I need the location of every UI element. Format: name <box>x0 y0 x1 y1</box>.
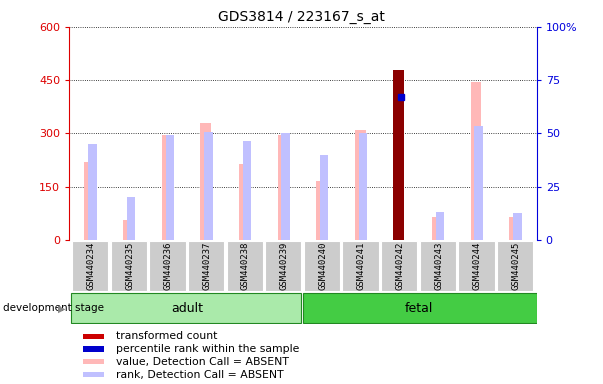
Text: GSM440234: GSM440234 <box>86 242 95 290</box>
Bar <box>83 372 104 377</box>
Bar <box>83 346 104 352</box>
Text: GSM440244: GSM440244 <box>473 242 482 290</box>
Bar <box>420 241 456 291</box>
Bar <box>239 164 250 240</box>
Text: GSM440237: GSM440237 <box>203 242 211 290</box>
Text: GSM440236: GSM440236 <box>164 242 172 290</box>
Bar <box>381 241 417 291</box>
Text: GSM440243: GSM440243 <box>434 242 443 290</box>
Text: fetal: fetal <box>405 302 433 314</box>
Text: GSM440241: GSM440241 <box>357 242 366 290</box>
Text: percentile rank within the sample: percentile rank within the sample <box>116 344 300 354</box>
Bar <box>84 162 95 240</box>
Bar <box>243 141 251 240</box>
Text: adult: adult <box>171 302 203 314</box>
Bar <box>436 212 444 240</box>
Text: ▶: ▶ <box>58 303 65 313</box>
Bar <box>304 241 340 291</box>
Bar <box>162 135 172 240</box>
Bar <box>277 135 288 240</box>
Bar <box>123 220 134 240</box>
Bar <box>320 155 329 240</box>
Bar <box>355 130 365 240</box>
Bar <box>83 334 104 339</box>
Text: development stage: development stage <box>3 303 104 313</box>
Bar <box>303 293 537 323</box>
Bar <box>497 241 533 291</box>
Text: GSM440238: GSM440238 <box>241 242 250 290</box>
Text: GSM440240: GSM440240 <box>318 242 327 290</box>
Bar <box>72 241 109 291</box>
Bar <box>432 217 443 240</box>
Text: GSM440242: GSM440242 <box>396 242 405 290</box>
Text: GSM440239: GSM440239 <box>280 242 289 290</box>
Bar <box>83 359 104 364</box>
Text: GSM440245: GSM440245 <box>511 242 520 290</box>
Bar <box>71 293 301 323</box>
Bar <box>316 181 327 240</box>
Bar <box>359 134 367 240</box>
Bar <box>458 241 494 291</box>
Bar <box>88 144 96 240</box>
Text: GSM440235: GSM440235 <box>125 242 134 290</box>
Bar <box>470 82 481 240</box>
Bar <box>150 241 186 291</box>
Bar <box>343 241 379 291</box>
Bar <box>188 241 224 291</box>
Bar <box>513 214 522 240</box>
Text: value, Detection Call = ABSENT: value, Detection Call = ABSENT <box>116 357 289 367</box>
Bar <box>510 217 520 240</box>
Bar <box>227 241 263 291</box>
Text: GDS3814 / 223167_s_at: GDS3814 / 223167_s_at <box>218 10 385 23</box>
Bar <box>200 123 211 240</box>
Bar <box>165 135 174 240</box>
Bar <box>111 241 147 291</box>
Bar <box>393 70 404 240</box>
Bar <box>282 134 290 240</box>
Text: transformed count: transformed count <box>116 331 218 341</box>
Bar <box>475 126 483 240</box>
Bar <box>204 132 213 240</box>
Bar <box>127 197 136 240</box>
Text: rank, Detection Call = ABSENT: rank, Detection Call = ABSENT <box>116 370 283 380</box>
Bar <box>265 241 302 291</box>
